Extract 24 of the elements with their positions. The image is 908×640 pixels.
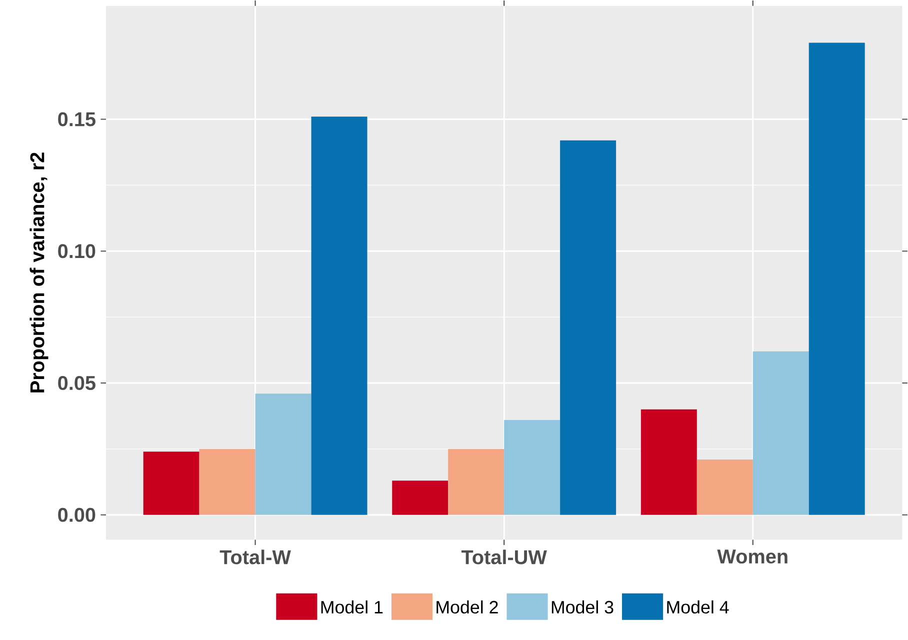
legend-label: Model 3 xyxy=(552,600,614,614)
y-tick-label: 0.15 xyxy=(58,112,96,126)
y-axis-title: Proportion of variance, r2 xyxy=(30,152,48,392)
bar xyxy=(311,116,368,515)
y-tick-label: 0.05 xyxy=(58,376,96,390)
bar xyxy=(640,409,697,515)
bar xyxy=(199,448,256,515)
bar xyxy=(504,420,560,515)
x-tick-label: Total-UW xyxy=(461,549,547,564)
legend-label: Model 1 xyxy=(321,600,383,614)
bar xyxy=(255,393,312,515)
bar xyxy=(696,459,753,515)
bar xyxy=(392,480,448,515)
y-tick-label: 0.10 xyxy=(58,244,96,258)
y-tick-label: 0.00 xyxy=(58,508,96,522)
x-tick-label: Total-W xyxy=(220,549,291,564)
x-tick-label: Women xyxy=(717,549,788,564)
legend-label: Model 2 xyxy=(436,600,498,614)
legend-label: Model 4 xyxy=(667,600,729,614)
bar xyxy=(560,140,616,515)
bar xyxy=(448,448,504,515)
bar xyxy=(808,42,865,515)
bar xyxy=(143,451,200,515)
bar xyxy=(752,351,809,515)
